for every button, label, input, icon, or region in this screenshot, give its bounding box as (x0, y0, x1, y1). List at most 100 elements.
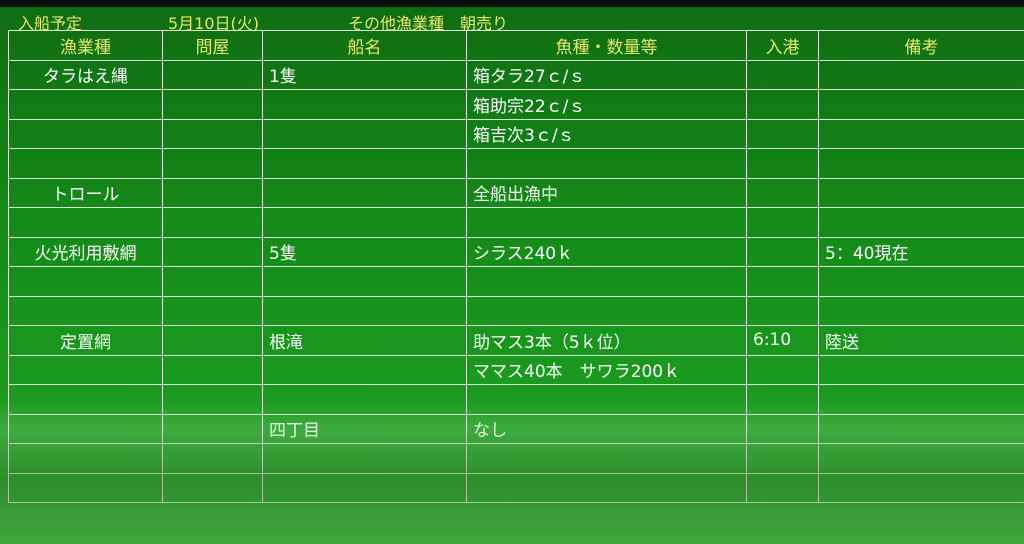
table-row (8, 266, 1024, 297)
column-header: 魚種・数量等 (466, 30, 747, 61)
table-cell (262, 148, 467, 179)
table-cell (162, 177, 263, 208)
table-row: タラはえ縄 1隻 箱タラ27ｃ/ｓ (8, 59, 1024, 90)
table-cell (162, 443, 263, 474)
column-header: 漁業種 (8, 30, 163, 61)
table-cell (466, 443, 747, 474)
table-cell (162, 354, 263, 385)
table-cell (746, 354, 819, 385)
table-cell: なし (466, 413, 747, 444)
table-cell (746, 177, 819, 208)
board-date: 5月10日(火) (168, 14, 260, 33)
column-header: 船名 (262, 30, 467, 61)
table-cell (8, 207, 163, 238)
table-cell: 5：40現在 (818, 236, 1024, 267)
table-cell (262, 266, 467, 297)
table-cell (746, 59, 819, 90)
table-cell (466, 384, 747, 415)
table-row: 箱吉次3ｃ/ｓ (8, 118, 1024, 149)
table-cell (818, 266, 1024, 297)
board-category: その他漁業種 朝売り (348, 14, 509, 33)
table-cell (162, 118, 263, 149)
table-cell (162, 207, 263, 238)
table-cell (262, 89, 467, 120)
arrival-table: 漁業種 問屋 船名 魚種・数量等 入港 備考 タラはえ縄 1隻 箱タラ27ｃ/ｓ 箱助宗22ｃ/… (8, 30, 1024, 503)
table-cell (466, 148, 747, 179)
table-row: 定置網 根滝 助マス3本（5ｋ位） 6:10 陸送 (8, 325, 1024, 356)
table-cell (162, 89, 263, 120)
table-cell (8, 266, 163, 297)
table-cell (746, 236, 819, 267)
table-cell (162, 325, 263, 356)
table-cell: 陸送 (818, 325, 1024, 356)
column-header: 問屋 (162, 30, 263, 61)
table-cell (818, 148, 1024, 179)
table-row (8, 443, 1024, 474)
table-cell (818, 443, 1024, 474)
table-cell (262, 118, 467, 149)
table-cell: ママス40本 サワラ200ｋ (466, 354, 747, 385)
table-cell: 5隻 (262, 236, 467, 267)
table-cell (162, 236, 263, 267)
table-cell: 火光利用敷網 (8, 236, 163, 267)
table-cell: 箱助宗22ｃ/ｓ (466, 89, 747, 120)
table-cell (8, 295, 163, 326)
table-cell (818, 177, 1024, 208)
table-row (8, 207, 1024, 238)
table-cell (746, 266, 819, 297)
table-cell (818, 413, 1024, 444)
table-cell (8, 384, 163, 415)
table-cell: 6:10 (746, 325, 819, 356)
table-row (8, 295, 1024, 326)
table-cell (746, 207, 819, 238)
table-cell (8, 89, 163, 120)
table-cell (818, 207, 1024, 238)
table-cell (746, 148, 819, 179)
table-cell (262, 295, 467, 326)
table-cell (162, 384, 263, 415)
table-cell (8, 413, 163, 444)
table-cell (818, 354, 1024, 385)
table-cell (746, 295, 819, 326)
table-cell (262, 177, 467, 208)
table-row: 四丁目 なし (8, 413, 1024, 444)
table-cell: 定置網 (8, 325, 163, 356)
table-cell (466, 207, 747, 238)
table-cell: シラス240ｋ (466, 236, 747, 267)
table-cell (466, 472, 747, 503)
table-cell (818, 89, 1024, 120)
column-header: 入港 (746, 30, 819, 61)
table-cell (8, 443, 163, 474)
table-cell: 助マス3本（5ｋ位） (466, 325, 747, 356)
table-cell (162, 295, 263, 326)
table-cell (746, 443, 819, 474)
table-cell: トロール (8, 177, 163, 208)
table-cell: 四丁目 (262, 413, 467, 444)
table-cell (262, 207, 467, 238)
table-row: 火光利用敷網 5隻 シラス240ｋ 5：40現在 (8, 236, 1024, 267)
table-row (8, 148, 1024, 179)
table-cell (8, 472, 163, 503)
table-cell: 箱タラ27ｃ/ｓ (466, 59, 747, 90)
table-cell: 根滝 (262, 325, 467, 356)
table-cell: 箱吉次3ｃ/ｓ (466, 118, 747, 149)
table-header: 漁業種 問屋 船名 魚種・数量等 入港 備考 (8, 30, 1024, 61)
table-cell (818, 295, 1024, 326)
table-row (8, 384, 1024, 415)
table-cell (162, 472, 263, 503)
table-cell (746, 413, 819, 444)
table-cell (8, 148, 163, 179)
table-cell (162, 148, 263, 179)
table-cell: 1隻 (262, 59, 467, 90)
table-cell (746, 384, 819, 415)
table-cell (466, 266, 747, 297)
table-row: 箱助宗22ｃ/ｓ (8, 89, 1024, 120)
table-cell (8, 118, 163, 149)
table-row: トロール 全船出漁中 (8, 177, 1024, 208)
column-header: 備考 (818, 30, 1024, 61)
table-cell (262, 472, 467, 503)
table-cell (466, 295, 747, 326)
table-cell (162, 59, 263, 90)
table-row (8, 472, 1024, 503)
